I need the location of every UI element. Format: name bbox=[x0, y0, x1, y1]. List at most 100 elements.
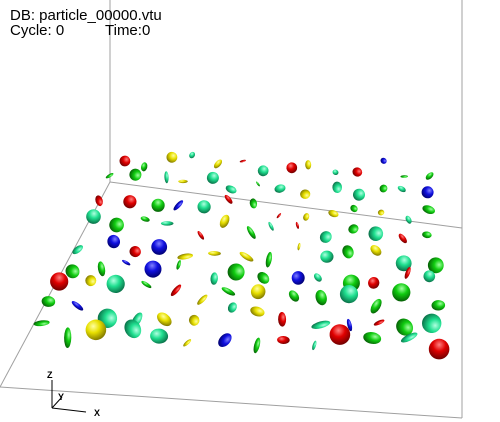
particle-glyph bbox=[268, 221, 274, 231]
particle-glyph bbox=[422, 313, 442, 333]
particle-glyph bbox=[332, 181, 343, 193]
particle-glyph bbox=[313, 273, 322, 282]
particle-glyph bbox=[170, 284, 182, 297]
x-axis-line bbox=[51, 407, 87, 413]
particle-glyph bbox=[250, 284, 266, 300]
y-axis-label: Y bbox=[58, 392, 65, 402]
particle-glyph bbox=[213, 159, 223, 169]
particle-glyph bbox=[303, 213, 310, 221]
particle-glyph bbox=[249, 198, 258, 209]
particle-glyph bbox=[297, 242, 301, 251]
particle-glyph bbox=[65, 264, 80, 279]
particle-glyph bbox=[422, 205, 435, 214]
particle-glyph bbox=[342, 245, 354, 259]
particle-glyph bbox=[363, 331, 382, 345]
particle-glyph bbox=[210, 272, 218, 285]
particle-glyph bbox=[95, 195, 103, 207]
particle-glyph bbox=[350, 204, 358, 213]
particle-glyph bbox=[404, 266, 411, 279]
particle-glyph bbox=[178, 179, 188, 184]
particle-glyph bbox=[329, 324, 351, 345]
particle-glyph bbox=[352, 188, 365, 201]
particle-glyph bbox=[72, 245, 83, 255]
particle-glyph bbox=[123, 195, 137, 209]
particle-glyph bbox=[250, 306, 265, 317]
particle-glyph bbox=[219, 214, 230, 228]
particle-glyph bbox=[274, 184, 286, 193]
particle-glyph bbox=[218, 333, 232, 347]
particle-glyph bbox=[106, 274, 125, 293]
particle-cloud bbox=[33, 151, 450, 360]
particle-glyph bbox=[141, 280, 152, 289]
particle-glyph bbox=[300, 189, 311, 199]
particle-glyph bbox=[109, 217, 124, 233]
particle-glyph bbox=[405, 215, 412, 224]
particle-glyph bbox=[246, 226, 256, 239]
particle-glyph bbox=[33, 320, 50, 327]
particle-glyph bbox=[71, 301, 84, 311]
cycle-label: Cycle: 0 bbox=[10, 22, 65, 39]
particle-glyph bbox=[188, 314, 200, 326]
particle-glyph bbox=[319, 231, 332, 243]
particle-glyph bbox=[373, 319, 385, 326]
particle-glyph bbox=[397, 185, 406, 193]
particle-glyph bbox=[400, 332, 418, 343]
particle-glyph bbox=[129, 246, 141, 258]
time-label: Time:0 bbox=[105, 22, 151, 39]
particle-glyph bbox=[332, 169, 339, 176]
particle-glyph bbox=[423, 270, 436, 283]
particle-glyph bbox=[160, 221, 174, 226]
particle-glyph bbox=[312, 340, 317, 351]
particle-glyph bbox=[370, 298, 382, 314]
particle-glyph bbox=[197, 200, 211, 214]
particle-glyph bbox=[157, 312, 172, 327]
particle-glyph bbox=[328, 210, 339, 218]
particle-glyph bbox=[86, 209, 101, 224]
particle-glyph bbox=[427, 257, 444, 274]
particle-glyph bbox=[208, 251, 221, 256]
particle-glyph bbox=[253, 337, 261, 354]
particle-glyph bbox=[197, 294, 208, 305]
particle-glyph bbox=[85, 319, 107, 341]
particle-glyph bbox=[176, 260, 182, 270]
axes-triad bbox=[51, 380, 87, 413]
particle-glyph bbox=[396, 318, 414, 336]
particle-glyph bbox=[431, 300, 446, 311]
particle-glyph bbox=[422, 231, 432, 239]
particle-glyph bbox=[379, 184, 388, 193]
particle-glyph bbox=[276, 213, 282, 219]
particle-glyph bbox=[85, 275, 97, 287]
particle-glyph bbox=[227, 302, 237, 313]
particle-glyph bbox=[189, 151, 196, 159]
particle-glyph bbox=[398, 233, 407, 244]
particle-glyph bbox=[315, 289, 327, 306]
particle-glyph bbox=[286, 162, 298, 174]
particle-glyph bbox=[277, 335, 290, 345]
particle-glyph bbox=[64, 327, 72, 348]
x-axis-label: X bbox=[94, 408, 101, 418]
particle-glyph bbox=[97, 261, 106, 277]
particle-glyph bbox=[224, 194, 233, 204]
particle-glyph bbox=[428, 338, 450, 360]
particle-glyph bbox=[239, 159, 246, 163]
particle-glyph bbox=[239, 251, 254, 262]
particle-glyph bbox=[122, 259, 131, 266]
particle-glyph bbox=[380, 157, 387, 164]
particle-glyph bbox=[124, 319, 142, 339]
particle-glyph bbox=[151, 198, 165, 212]
particle-glyph bbox=[173, 200, 184, 211]
particle-glyph bbox=[257, 165, 269, 177]
particle-glyph bbox=[177, 253, 193, 260]
particle-glyph bbox=[291, 271, 305, 285]
particle-glyph bbox=[377, 209, 385, 216]
particle-glyph bbox=[129, 168, 142, 181]
particle-glyph bbox=[41, 296, 56, 307]
z-axis-label: Z bbox=[47, 370, 53, 380]
particle-glyph bbox=[392, 283, 411, 302]
particle-glyph bbox=[166, 151, 178, 163]
y-axis-line bbox=[51, 396, 63, 409]
particle-glyph bbox=[288, 290, 300, 302]
particle-glyph bbox=[50, 272, 69, 291]
particle-glyph bbox=[346, 318, 353, 332]
